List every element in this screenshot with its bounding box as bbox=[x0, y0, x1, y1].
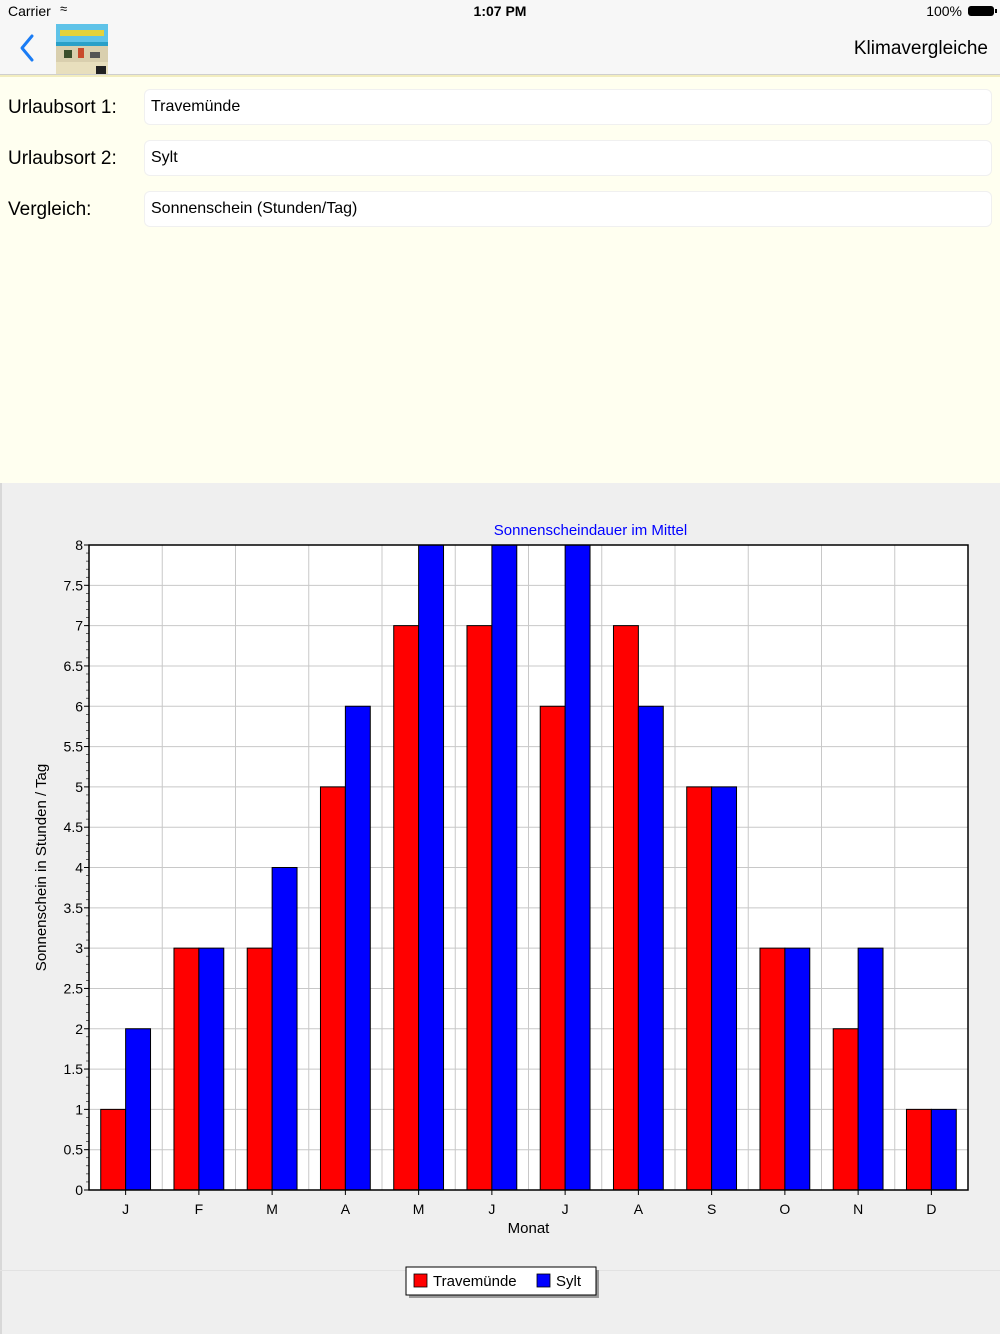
x-tick-label: O bbox=[779, 1201, 790, 1217]
battery-icon bbox=[968, 6, 997, 16]
legend-swatch bbox=[536, 1273, 551, 1288]
y-tick-label: 3.5 bbox=[64, 900, 84, 916]
x-tick-label: A bbox=[341, 1201, 351, 1217]
x-tick-label: J bbox=[562, 1201, 569, 1217]
location-2-field[interactable]: Sylt bbox=[144, 140, 992, 176]
chevron-left-icon bbox=[20, 34, 34, 62]
bar-series2 bbox=[198, 947, 225, 1191]
sunshine-bar-chart: 0 0.5 1 1.5 2 2.5 3 3.5 4 4.5 5 5.5 6 6.5 7 7.5 8 J F M A M J J… bbox=[33, 522, 969, 1298]
x-tick-label: F bbox=[195, 1201, 204, 1217]
y-tick-label: 2 bbox=[75, 1021, 83, 1037]
carrier-label: Carrier bbox=[8, 3, 51, 19]
plot-border bbox=[88, 544, 969, 1191]
y-tick-label: 2.5 bbox=[64, 980, 84, 996]
bar-series2 bbox=[637, 705, 664, 1191]
y-tick-label: 7 bbox=[75, 618, 83, 634]
bar-series1 bbox=[905, 1108, 932, 1191]
bar-series1 bbox=[612, 625, 639, 1191]
y-tick-label: 5.5 bbox=[64, 739, 84, 755]
bar-series2 bbox=[271, 867, 298, 1191]
x-tick-label: J bbox=[122, 1201, 129, 1217]
y-tick-label: 8 bbox=[75, 537, 83, 553]
chart-title: Sonnenscheindauer im Mittel bbox=[494, 522, 687, 539]
clock: 1:07 PM bbox=[473, 3, 527, 19]
comparison-field[interactable]: Sonnenschein (Stunden/Tag) bbox=[144, 191, 992, 227]
bar-series2 bbox=[711, 786, 738, 1191]
y-tick-label: 7.5 bbox=[64, 577, 84, 593]
bar-series1 bbox=[100, 1108, 127, 1191]
back-button[interactable] bbox=[14, 30, 42, 66]
x-tick-label: J bbox=[488, 1201, 495, 1217]
x-tick-label: D bbox=[926, 1201, 936, 1217]
y-tick-label: 6 bbox=[75, 698, 83, 714]
bar-series1 bbox=[319, 786, 346, 1191]
status-bar: Carrier ≈ 1:07 PM 100% bbox=[0, 0, 1000, 22]
legend-box bbox=[405, 1266, 597, 1296]
form-row-comparison: Vergleich: Sonnenschein (Stunden/Tag) bbox=[0, 191, 1000, 229]
bar-series1 bbox=[832, 1028, 859, 1191]
y-tick-label: 3 bbox=[75, 940, 83, 956]
x-tick-label: M bbox=[266, 1201, 278, 1217]
bar-series2 bbox=[930, 1108, 957, 1191]
wifi-icon: ≈ bbox=[60, 1, 68, 16]
y-axis-label: Sonnenschein in Stunden / Tag bbox=[33, 764, 50, 971]
app-thumbnail-icon bbox=[56, 24, 108, 74]
bar-series1 bbox=[393, 625, 420, 1191]
legend-swatch bbox=[413, 1273, 428, 1288]
selection-form: Urlaubsort 1: Travemünde Urlaubsort 2: S… bbox=[0, 75, 1000, 483]
y-tick-label: 1.5 bbox=[64, 1061, 84, 1077]
bar-series2 bbox=[784, 947, 811, 1191]
bar-series1 bbox=[466, 625, 493, 1191]
bar-series2 bbox=[125, 1028, 152, 1191]
bar-series1 bbox=[539, 705, 566, 1191]
battery-percentage: 100% bbox=[926, 3, 962, 19]
nav-title: Klimavergleiche bbox=[853, 38, 988, 59]
location-1-field[interactable]: Travemünde bbox=[144, 89, 992, 125]
legend-label: Sylt bbox=[556, 1273, 582, 1290]
y-tick-label: 0.5 bbox=[64, 1142, 84, 1158]
legend-label: Travemünde bbox=[433, 1273, 517, 1290]
bar-series2 bbox=[344, 705, 371, 1191]
y-tick-label: 5 bbox=[75, 779, 83, 795]
bar-series1 bbox=[686, 786, 713, 1191]
bar-series2 bbox=[418, 544, 445, 1191]
y-tick-label: 0 bbox=[75, 1182, 83, 1198]
bar-series1 bbox=[759, 947, 786, 1191]
bar-series2 bbox=[564, 544, 591, 1191]
x-tick-label: N bbox=[853, 1201, 863, 1217]
bar-series2 bbox=[491, 544, 518, 1191]
navigation-bar: Klimavergleiche bbox=[0, 22, 1000, 75]
location-2-label: Urlaubsort 2: bbox=[8, 148, 117, 169]
y-tick-label: 1 bbox=[75, 1101, 83, 1117]
form-row-location-1: Urlaubsort 1: Travemünde bbox=[0, 89, 1000, 127]
y-tick-label: 6.5 bbox=[64, 658, 84, 674]
x-tick-label: A bbox=[634, 1201, 644, 1217]
y-tick-label: 4 bbox=[75, 860, 83, 876]
x-tick-label: M bbox=[413, 1201, 425, 1217]
y-tick-label: 4.5 bbox=[64, 819, 84, 835]
form-row-location-2: Urlaubsort 2: Sylt bbox=[0, 140, 1000, 178]
x-tick-label: S bbox=[707, 1201, 716, 1217]
location-1-label: Urlaubsort 1: bbox=[8, 97, 117, 118]
x-axis-label: Monat bbox=[508, 1220, 551, 1237]
comparison-label: Vergleich: bbox=[8, 199, 92, 220]
bar-series2 bbox=[857, 947, 884, 1191]
bar-series1 bbox=[246, 947, 273, 1191]
bar-series1 bbox=[173, 947, 200, 1191]
